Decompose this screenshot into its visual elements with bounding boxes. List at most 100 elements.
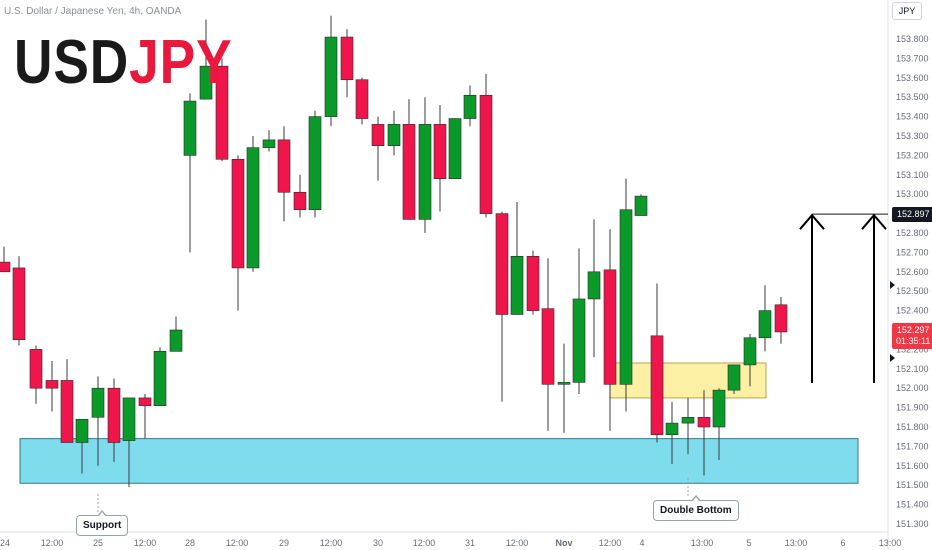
y-tick-label: 152.000 xyxy=(896,383,929,393)
candle-body xyxy=(387,124,401,147)
x-tick-label: 5 xyxy=(746,538,751,548)
candle-body xyxy=(463,94,477,119)
candle-body xyxy=(246,147,260,269)
x-tick-label: 24 xyxy=(0,538,10,548)
support-callout: Support xyxy=(76,510,129,536)
candle-body xyxy=(665,422,679,436)
y-tick-label: 152.700 xyxy=(896,247,929,257)
candle-body xyxy=(324,36,338,117)
candle-body xyxy=(418,124,432,220)
candle-body xyxy=(774,304,788,333)
x-tick-label: 13:00 xyxy=(691,538,714,548)
candle-body xyxy=(12,267,26,341)
candle-body xyxy=(510,255,524,315)
candle-body xyxy=(277,139,291,193)
x-tick-label: 12:00 xyxy=(41,538,64,548)
candle-body xyxy=(107,387,121,443)
target-price-label: 152.897 xyxy=(892,207,932,222)
candle-body xyxy=(587,271,601,300)
y-tick-label: 152.600 xyxy=(896,267,929,277)
scale-marker-icon[interactable] xyxy=(890,281,895,289)
y-tick-label: 151.600 xyxy=(896,461,929,471)
candle-body xyxy=(60,380,74,443)
candle-body xyxy=(183,100,197,156)
candle-body xyxy=(0,261,11,273)
x-tick-label: 12:00 xyxy=(226,538,249,548)
support-zone xyxy=(19,438,859,484)
candle-body xyxy=(122,397,136,441)
y-tick-label: 151.700 xyxy=(896,441,929,451)
candle-body xyxy=(634,195,648,216)
candle-body xyxy=(758,310,772,339)
y-tick-label: 152.100 xyxy=(896,364,929,374)
candle-body xyxy=(727,364,741,391)
bar-countdown: 01:35:11 xyxy=(896,336,931,346)
y-tick-label: 153.500 xyxy=(896,92,929,102)
candle-body xyxy=(29,349,43,389)
target-arrow-head xyxy=(861,213,887,230)
x-tick-label: 4 xyxy=(639,538,644,548)
candle-body xyxy=(153,351,167,406)
chart-title: USDJPY xyxy=(14,32,233,94)
candle-body xyxy=(371,124,385,147)
x-tick-label: Nov xyxy=(555,538,572,548)
candle-body xyxy=(743,337,757,366)
candle-body xyxy=(448,118,462,179)
candle-body xyxy=(169,329,183,352)
candle-body xyxy=(572,298,586,383)
y-tick-label: 152.500 xyxy=(896,286,929,296)
y-tick-label: 152.800 xyxy=(896,228,929,238)
candle-body xyxy=(340,36,354,81)
candle-body xyxy=(557,382,571,385)
y-tick-label: 153.300 xyxy=(896,131,929,141)
y-tick-label: 153.000 xyxy=(896,189,929,199)
double-bottom-callout: Double Bottom xyxy=(653,495,739,521)
x-tick-label: 12:00 xyxy=(134,538,157,548)
candle-body xyxy=(697,416,711,428)
x-tick-label: 12:00 xyxy=(320,538,343,548)
x-tick-label: 6 xyxy=(840,538,845,548)
y-tick-label: 153.700 xyxy=(896,53,929,63)
x-tick-label: 31 xyxy=(465,538,475,548)
x-tick-label: 25 xyxy=(93,538,103,548)
symbol-description: U.S. Dollar / Japanese Yen, 4h, OANDA xyxy=(4,6,182,17)
candle-body xyxy=(293,191,307,211)
candle-body xyxy=(355,79,369,119)
y-tick-label: 152.200 xyxy=(896,344,929,354)
x-tick-label: 28 xyxy=(185,538,195,548)
candle-body xyxy=(402,124,416,220)
x-tick-label: 30 xyxy=(373,538,383,548)
candle-body xyxy=(138,397,152,406)
candle-body xyxy=(91,387,105,418)
candle-body xyxy=(495,213,509,315)
y-tick-label: 151.500 xyxy=(896,480,929,490)
y-tick-label: 152.400 xyxy=(896,306,929,316)
y-tick-label: 151.800 xyxy=(896,422,929,432)
x-tick-label: 13:00 xyxy=(785,538,808,548)
y-tick-label: 151.300 xyxy=(896,519,929,529)
candle-body xyxy=(308,116,322,211)
candle-body xyxy=(45,380,59,389)
y-tick-label: 153.100 xyxy=(896,170,929,180)
current-price-label: 152.297 01:35:11 xyxy=(892,323,932,349)
candle-body xyxy=(541,308,555,385)
target-arrow-head xyxy=(799,213,825,230)
y-tick-label: 151.400 xyxy=(896,500,929,510)
double-bottom-resistance-zone xyxy=(609,362,767,399)
candle-body xyxy=(603,269,617,385)
x-tick-label: 12:00 xyxy=(413,538,436,548)
x-tick-label: 12:00 xyxy=(599,538,622,548)
y-tick-label: 153.200 xyxy=(896,150,929,160)
title-base-currency: USD xyxy=(14,28,130,97)
current-price-value: 152.297 xyxy=(896,325,930,335)
currency-selector[interactable]: JPY xyxy=(892,2,922,20)
candle-body xyxy=(75,418,89,443)
y-tick-label: 153.600 xyxy=(896,73,929,83)
candle-body xyxy=(215,65,229,160)
candle-body xyxy=(199,65,213,100)
y-tick-label: 151.900 xyxy=(896,403,929,413)
scale-marker-icon[interactable] xyxy=(890,354,895,362)
candle-body xyxy=(262,139,276,148)
x-tick-label: 29 xyxy=(279,538,289,548)
